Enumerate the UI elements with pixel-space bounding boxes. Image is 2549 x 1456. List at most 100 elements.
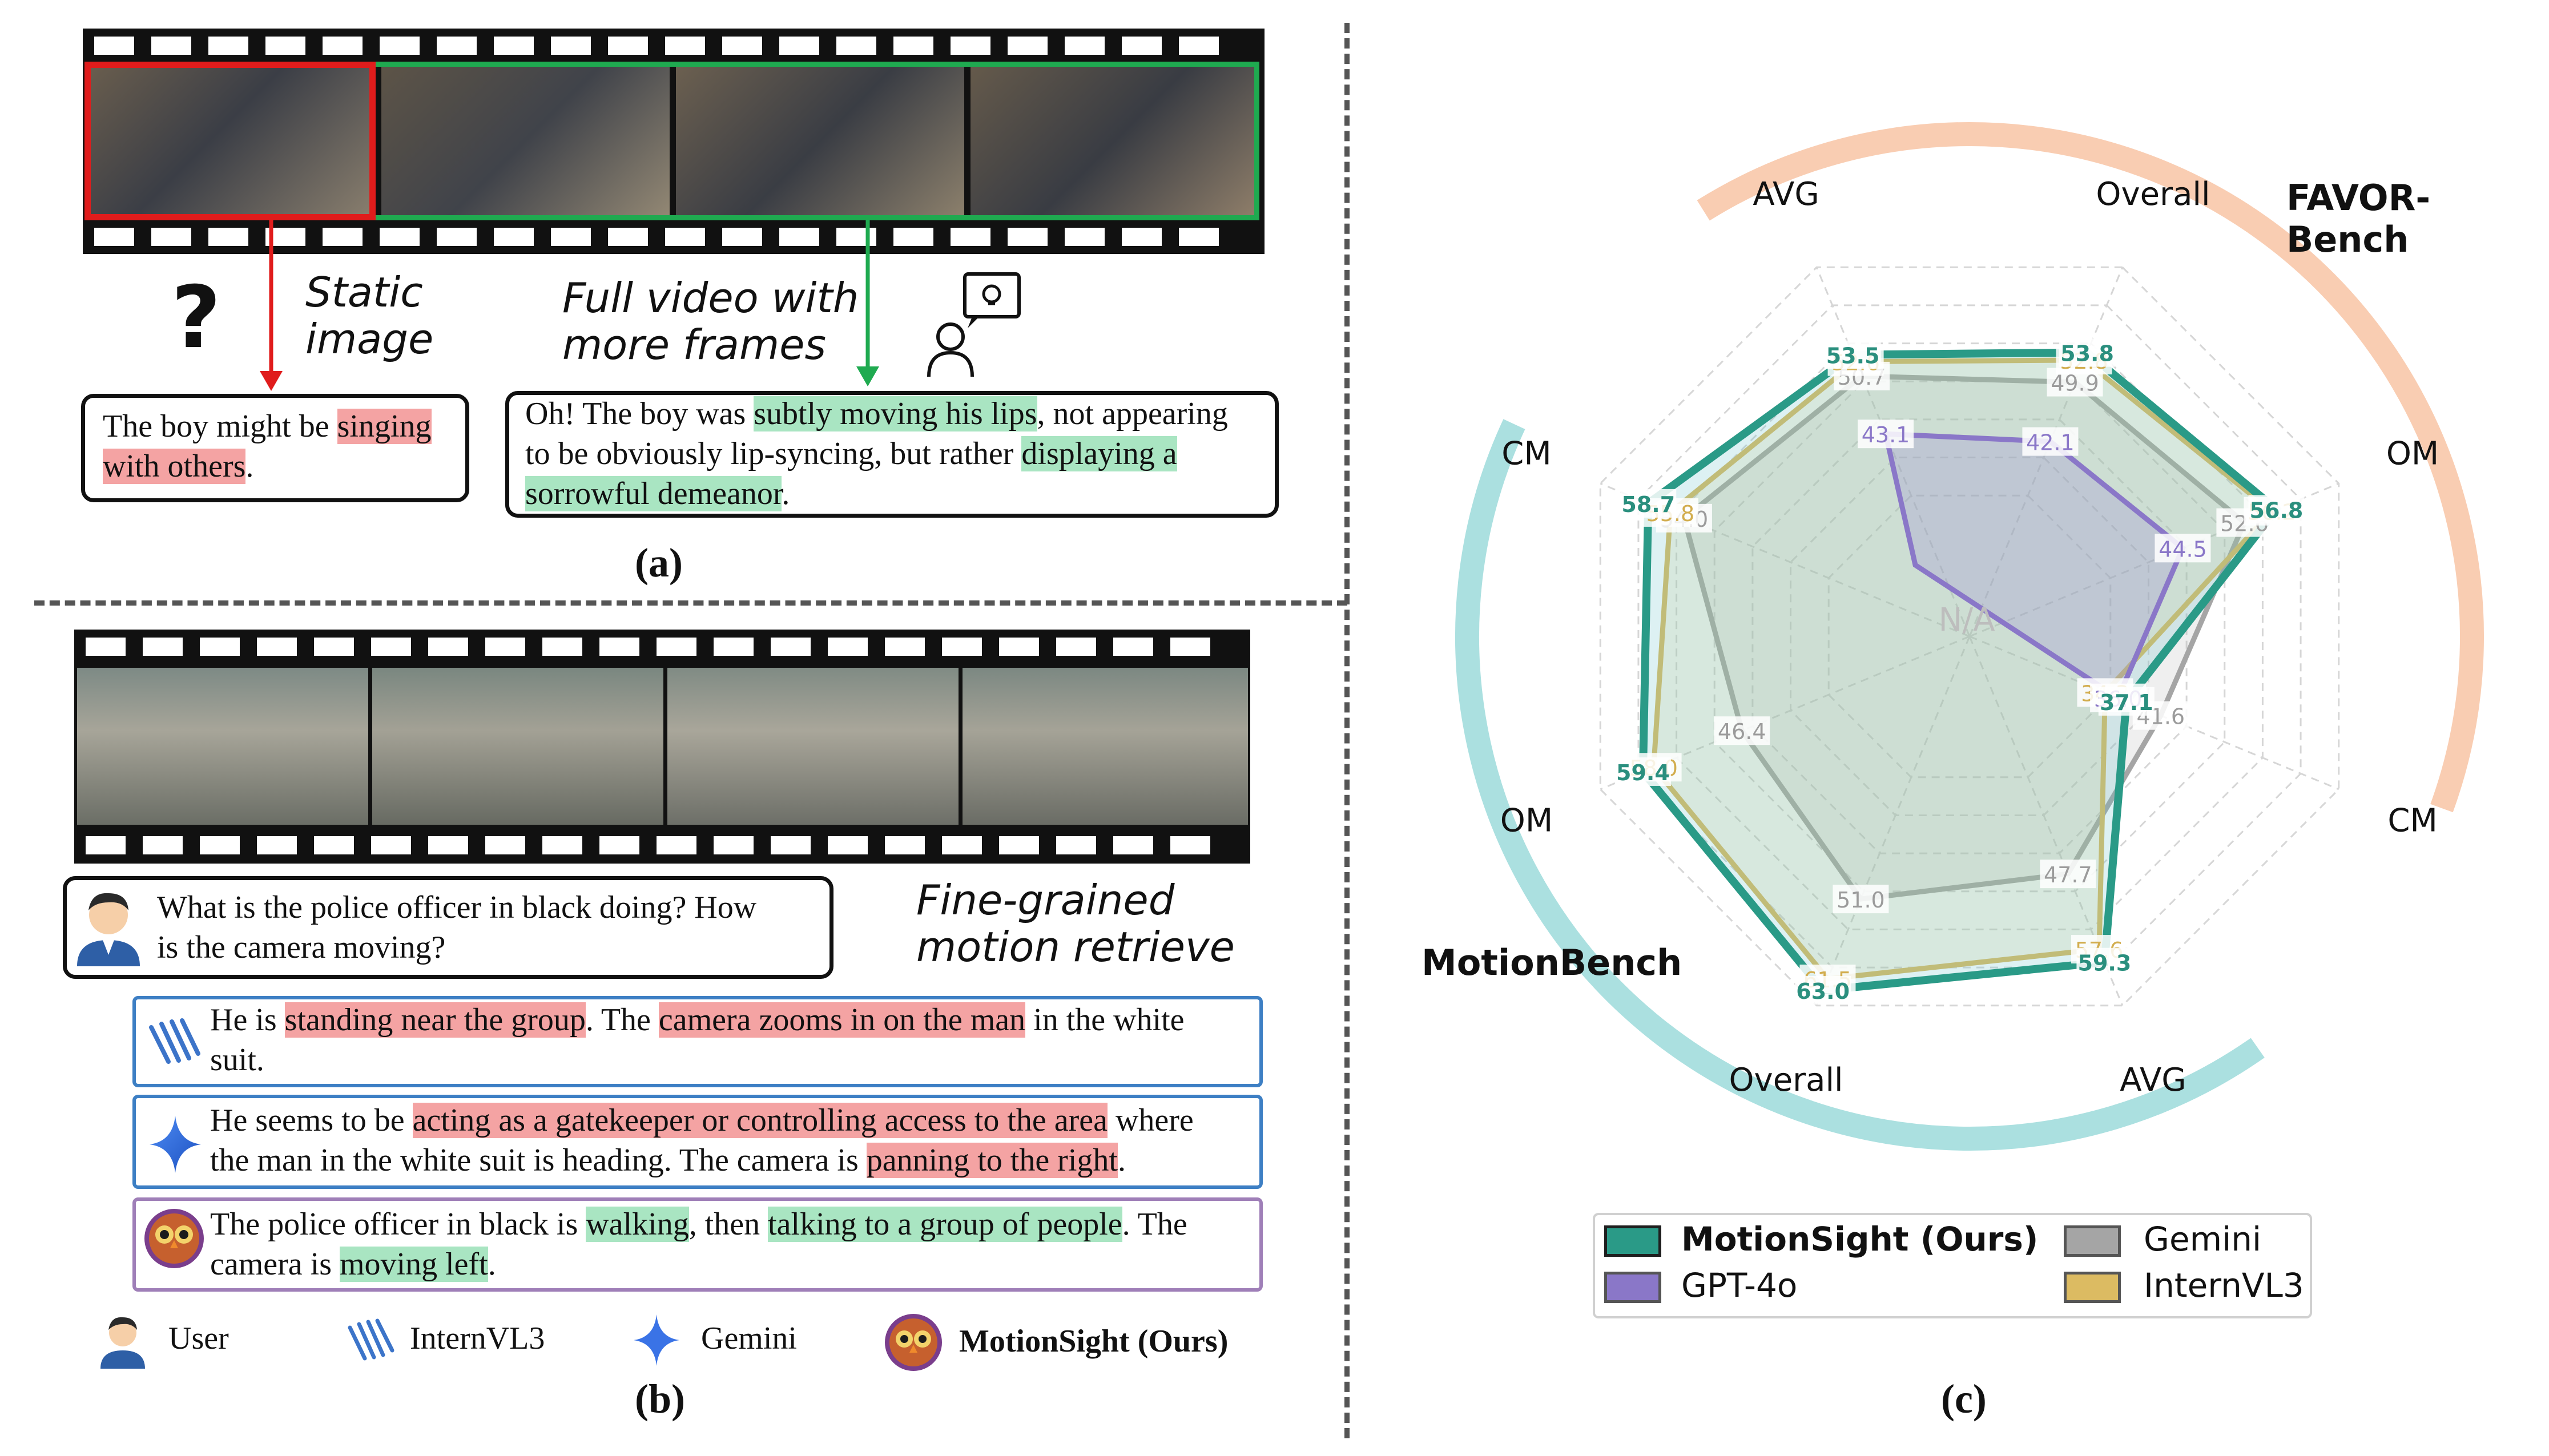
gemini-star-icon xyxy=(150,1116,201,1173)
static-frame-border xyxy=(84,62,376,220)
gemini-f: . xyxy=(1117,1143,1126,1178)
axis-label: OM xyxy=(2386,435,2439,473)
full-answer-t3: to be obviously lip-syncing, but rather xyxy=(525,436,1022,471)
value-label: 44.5 xyxy=(2159,537,2207,562)
user-avatar-icon xyxy=(77,893,140,966)
motionsight-d: talking to a group of people xyxy=(768,1207,1122,1242)
legend-label-motionsight: MotionSight (Ours) xyxy=(1681,1220,2039,1259)
full-video-label-2: more frames xyxy=(562,321,826,369)
motionsight-h: . xyxy=(488,1247,496,1282)
internvl3-d: camera zooms in on the man xyxy=(658,1002,1026,1038)
video-frame-3 xyxy=(676,66,964,217)
gemini-answer-text: He seems to be acting as a gatekeeper or… xyxy=(210,1100,1255,1180)
video-frame-2 xyxy=(381,66,670,217)
value-label: 37.1 xyxy=(2100,690,2153,715)
value-label: 56.8 xyxy=(2250,498,2304,523)
value-label: 49.9 xyxy=(2051,371,2099,396)
value-label: 51.0 xyxy=(1837,888,1885,913)
legend-motionsight-label: MotionSight (Ours) xyxy=(959,1324,1229,1359)
video-frame-1 xyxy=(87,66,375,217)
film-perforations-b xyxy=(86,638,1210,854)
gemini-answer-box xyxy=(132,1095,1263,1189)
full-answer-t4: . xyxy=(782,476,790,511)
motionsight-c: , then xyxy=(688,1207,768,1242)
video-frame-4 xyxy=(971,66,1259,217)
value-label-bg xyxy=(1833,885,1889,914)
question-line-2: is the camera moving? xyxy=(157,930,446,965)
vertical-divider xyxy=(1344,23,1350,1438)
static-answer-t2: . xyxy=(245,449,254,484)
video-frame-b3 xyxy=(667,668,959,825)
full-answer-text: Oh! The boy was subtly moving his lips, … xyxy=(525,394,1267,514)
full-answer-h1: subtly moving his lips xyxy=(754,396,1037,431)
value-label: 43.1 xyxy=(1862,422,1910,447)
value-label: 53.5 xyxy=(1826,344,1880,369)
internvl3-answer-text: He is standing near the group. The camer… xyxy=(210,1000,1255,1080)
motionsight-b: walking xyxy=(586,1207,689,1242)
value-label-bg xyxy=(2098,687,2155,716)
legend-internvl3-label: InternVL3 xyxy=(410,1321,545,1356)
fine-grained-label-2: motion retrieve xyxy=(916,923,1235,971)
legend-motionsight-icon xyxy=(885,1314,942,1371)
gemini-d: the man in the white suit is heading. Th… xyxy=(210,1143,867,1178)
legend-swatch-motionsight xyxy=(1604,1225,1661,1257)
full-answer-t2: , not appearing xyxy=(1037,396,1228,431)
value-label: 63.0 xyxy=(1796,979,1850,1004)
panel-a-label: (a) xyxy=(635,540,683,586)
legend-label-gpt4o: GPT-4o xyxy=(1681,1266,1798,1305)
value-label-bg xyxy=(2059,338,2116,367)
arrows-a xyxy=(260,220,879,391)
video-frame-b4 xyxy=(963,668,1248,825)
panel-b-label: (b) xyxy=(635,1376,685,1422)
motionsight-owl-icon xyxy=(144,1209,204,1268)
static-answer-t1: The boy might be xyxy=(103,409,337,444)
question-line-1: What is the police officer in black doin… xyxy=(157,890,757,925)
full-answer-h3: sorrowful demeanor xyxy=(525,476,782,511)
axis-label: CM xyxy=(2387,802,2437,839)
value-label-bg xyxy=(1620,489,1677,518)
static-answer-text: The boy might be singing with others. xyxy=(103,406,457,486)
gemini-b: acting as a gatekeeper or controlling ac… xyxy=(412,1103,1108,1138)
internvl3-e: in the white xyxy=(1025,1002,1185,1038)
radar-chart: 49.952.641.647.751.046.454.050.752.856.2… xyxy=(1455,122,2484,1151)
value-label-bg xyxy=(2040,860,2096,889)
value-label: 46.4 xyxy=(1718,719,1766,744)
legend-user-label: User xyxy=(168,1321,229,1356)
legend-gemini-icon xyxy=(634,1314,679,1366)
axis-label: CM xyxy=(1501,435,1551,473)
favor-bench-label: FAVOR-Bench xyxy=(2286,177,2431,260)
value-label: 59.3 xyxy=(2078,951,2132,976)
film-perforations-a xyxy=(94,37,1219,246)
motionsight-g: moving left xyxy=(339,1247,488,1282)
value-label-bg xyxy=(1825,340,1881,369)
internvl3-b: standing near the group xyxy=(284,1002,586,1038)
motionsight-answer-box xyxy=(132,1197,1263,1292)
value-label-bg xyxy=(2022,427,2079,456)
motionsight-e: . The xyxy=(1122,1207,1187,1242)
motionsight-f: camera is xyxy=(210,1247,340,1282)
question-box xyxy=(63,876,833,979)
fine-grained-label-1: Fine-grained xyxy=(916,876,1175,924)
internvl3-a: He is xyxy=(210,1002,285,1038)
horizontal-divider xyxy=(34,600,1347,606)
full-answer-h2: displaying a xyxy=(1021,436,1177,471)
radar-spoke xyxy=(1815,267,1971,637)
video-frame-b2 xyxy=(372,668,663,825)
static-image-label-2: image xyxy=(305,315,434,363)
value-label-bg xyxy=(1858,420,1914,449)
question-text: What is the police officer in black doin… xyxy=(157,888,825,967)
value-label-bg xyxy=(2248,495,2305,524)
question-mark: ? xyxy=(171,268,222,368)
value-label-bg xyxy=(2155,534,2211,563)
value-label: 59.4 xyxy=(1616,760,1670,785)
na-label: N/A xyxy=(1938,602,1995,639)
axis-label: OM xyxy=(1500,802,1553,839)
static-answer-h1: singing xyxy=(337,409,432,444)
value-label: 58.7 xyxy=(1621,492,1675,517)
static-answer-h2: with others xyxy=(103,449,246,484)
gemini-c: where xyxy=(1107,1103,1194,1138)
legend-label-gemini: Gemini xyxy=(2144,1220,2262,1259)
gemini-e: panning to the right xyxy=(866,1143,1118,1178)
static-answer-box xyxy=(81,394,469,502)
value-label-bg xyxy=(1714,716,1770,745)
